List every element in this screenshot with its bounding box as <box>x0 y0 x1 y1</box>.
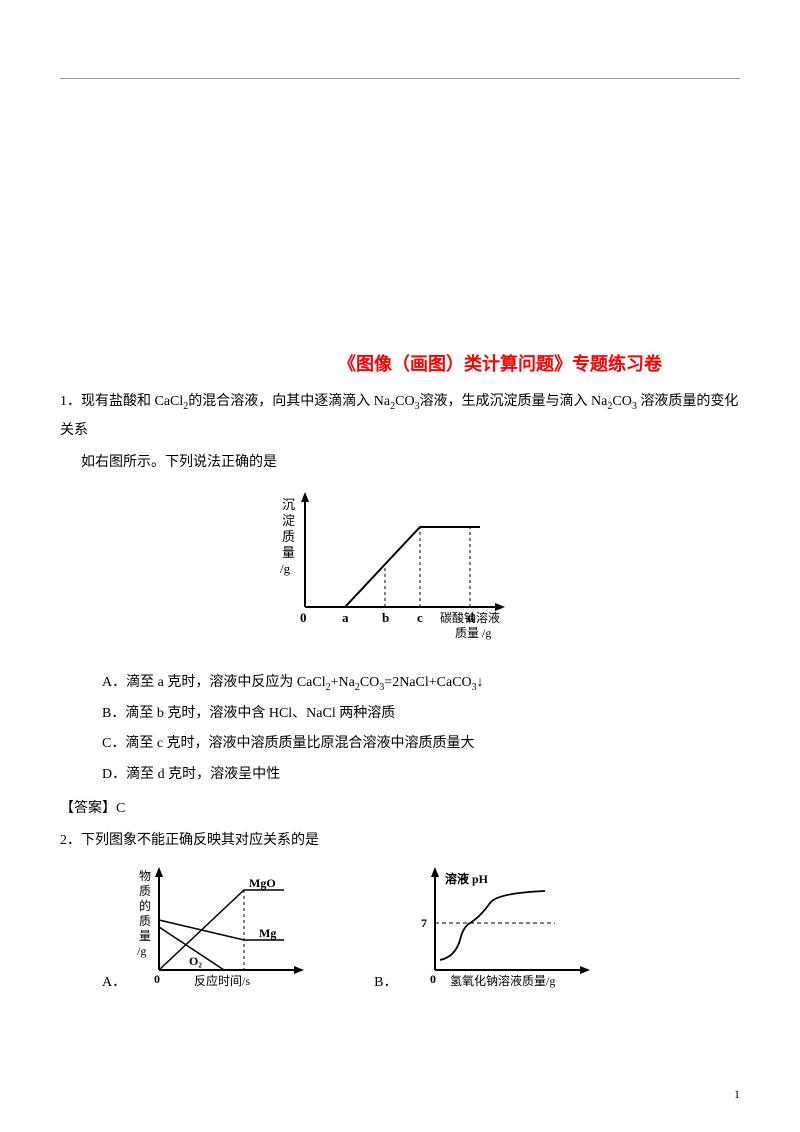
cA-yl4: 质 <box>139 914 151 928</box>
q1-yl-1: 沉 <box>282 497 295 512</box>
cA-Mg-lbl: Mg <box>259 926 276 940</box>
cB-seven: 7 <box>421 916 427 930</box>
cA-O: 0 <box>154 972 160 986</box>
tick-O: 0 <box>300 610 307 625</box>
q2-chartA: 物 质 的 质 量 /g MgO Mg O₂ 0 反应时间/s <box>134 865 314 995</box>
q2-num: 2． <box>60 833 81 848</box>
q1-yl-3: 质 <box>282 529 295 544</box>
answer-1: 【答案】C <box>60 797 740 817</box>
q1-stem2: 如右图所示。下列说法正确的是 <box>60 449 740 477</box>
q1-yl-5: /g <box>280 561 291 576</box>
q1-num: 1． <box>60 394 81 409</box>
q1-opt-c: C．滴至 c 克时，溶液中溶质质量比原混合溶液中溶质质量大 <box>102 729 740 760</box>
q1-yl-4: 量 <box>282 545 295 560</box>
q1-stem: 1．现有盐酸和 CaCl2的混合溶液，向其中逐滴滴入 Na2CO3溶液，生成沉淀… <box>60 388 740 445</box>
q1-t4: 溶液，生成沉淀质量与滴入 Na <box>420 394 608 409</box>
cB-O: 0 <box>430 972 436 986</box>
cA-MgO-lbl: MgO <box>249 876 276 890</box>
oA2: +Na <box>331 675 355 690</box>
oA5: ↓ <box>477 675 484 690</box>
cA-yl5: 量 <box>139 929 151 943</box>
cB-xl: 氢氧化钠溶液质量/g <box>450 973 555 988</box>
q1-t3: CO <box>395 394 414 409</box>
x-arrow <box>495 603 505 611</box>
q1-xl-1: 碳酸钠溶液 <box>440 610 500 625</box>
tick-b: b <box>382 610 389 625</box>
q2-labelA: A． <box>102 971 126 995</box>
oA4: =2NaCl+CaCO <box>384 675 471 690</box>
cB-yl: 溶液 pH <box>445 871 489 886</box>
q1-options: A．滴至 a 克时，溶液中反应为 CaCl2+Na2CO3=2NaCl+CaCO… <box>60 668 740 791</box>
cA-O2-lbl: O₂ <box>189 954 202 968</box>
q2-charts: A． 物 质 的 质 量 /g MgO Mg O₂ 0 反应时间/s <box>60 865 740 995</box>
q2-labelB: B． <box>374 971 397 995</box>
cB-xarrow <box>580 966 590 974</box>
cA-yl6: /g <box>137 944 146 958</box>
q2-text: 下列图象不能正确反映其对应关系的是 <box>81 833 319 848</box>
y-arrow <box>301 492 309 502</box>
cB-curve <box>440 891 545 960</box>
q1-opt-a: A．滴至 a 克时，溶液中反应为 CaCl2+Na2CO3=2NaCl+CaCO… <box>102 668 740 699</box>
q2-chartB: 溶液 pH 7 0 氢氧化钠溶液质量/g <box>405 865 605 995</box>
q1-chart-svg: 沉 淀 质 量 /g 0 a b c d 碳酸钠溶液 质量 /g <box>260 487 540 647</box>
q1-opt-d: D．滴至 d 克时，溶液呈中性 <box>102 760 740 791</box>
cA-xl: 反应时间/s <box>194 973 250 988</box>
q2-chartA-wrap: A． 物 质 的 质 量 /g MgO Mg O₂ 0 反应时间/s <box>102 865 314 995</box>
top-rule <box>60 78 740 79</box>
oA1: A．滴至 a 克时，溶液中反应为 CaCl <box>102 675 326 690</box>
cA-yl1: 物 <box>139 869 151 883</box>
tick-a: a <box>342 610 349 625</box>
q1-t2: 的混合溶液，向其中逐滴滴入 Na <box>188 394 390 409</box>
q1-opt-b: B．滴至 b 克时，溶液中含 HCl、NaCl 两种溶质 <box>102 699 740 730</box>
q2-chartB-wrap: B． 溶液 pH 7 0 氢氧化钠溶液质量/g <box>374 865 605 995</box>
cA-yarrow <box>155 867 163 877</box>
q1-xl-2: 质量 /g <box>455 626 491 640</box>
q1-t5: CO <box>612 394 631 409</box>
cA-yl2: 质 <box>139 884 151 898</box>
tick-c: c <box>417 610 423 625</box>
q1-chart: 沉 淀 质 量 /g 0 a b c d 碳酸钠溶液 质量 /g <box>60 487 740 652</box>
q1-t1: 现有盐酸和 CaCl <box>81 394 183 409</box>
cA-xarrow <box>294 966 304 974</box>
cB-yarrow <box>431 867 439 877</box>
cA-yl3: 的 <box>139 898 151 913</box>
q1-yl-2: 淀 <box>282 513 295 528</box>
page-number: 1 <box>734 1087 740 1102</box>
q1-curve <box>305 527 480 607</box>
q2-stem: 2．下列图象不能正确反映其对应关系的是 <box>60 827 740 855</box>
page-title: 《图像（画图）类计算问题》专题练习卷 <box>260 350 740 376</box>
oA3: CO <box>360 675 379 690</box>
